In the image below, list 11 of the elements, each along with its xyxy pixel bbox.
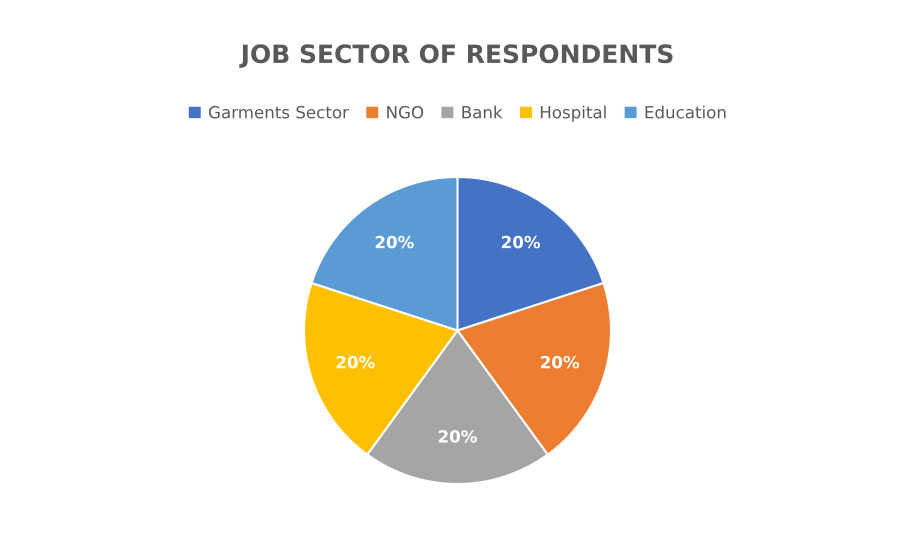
legend-label: Hospital <box>540 106 606 122</box>
legend-label: Education <box>646 106 726 119</box>
data-label: 20% <box>502 236 540 248</box>
data-label: 20% <box>376 236 414 248</box>
chart-title: JOB SECTOR OF RESPONDENTS <box>239 44 673 68</box>
legend-label: Bank <box>462 106 503 119</box>
data-label: 20% <box>438 430 477 443</box>
legend-label: Garments Sector <box>209 106 349 119</box>
data-label: 20% <box>541 356 580 368</box>
legend-label: NGO <box>387 106 424 119</box>
data-label: 20% <box>336 356 375 368</box>
